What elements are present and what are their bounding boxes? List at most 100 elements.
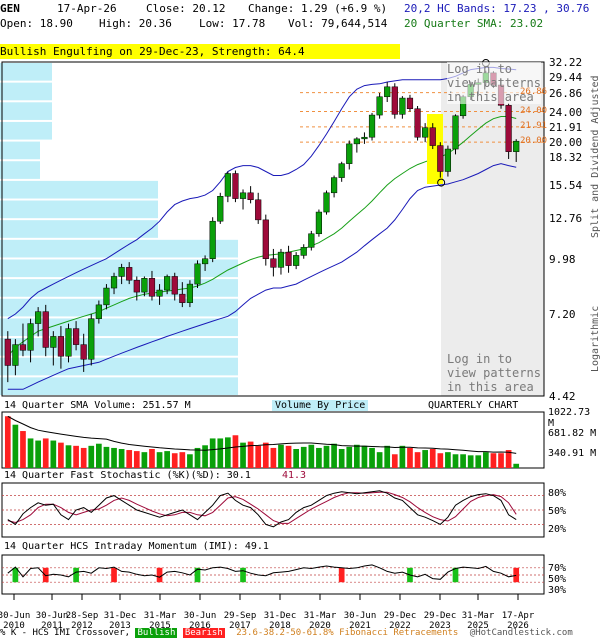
price-tick-label: 7.20 bbox=[549, 307, 576, 321]
candle-body bbox=[277, 251, 285, 268]
candle-body bbox=[406, 97, 414, 109]
volume-bar bbox=[73, 445, 79, 468]
candle-body bbox=[247, 192, 254, 201]
candle-body bbox=[126, 267, 133, 281]
candle-body bbox=[338, 163, 345, 178]
candle-body bbox=[95, 304, 102, 319]
imi-signal-bar bbox=[73, 567, 79, 583]
price-tick-label: 32.22 bbox=[549, 56, 583, 69]
candle-body bbox=[285, 251, 292, 266]
candle-body bbox=[399, 97, 406, 115]
volume-bar bbox=[384, 445, 391, 468]
candle-body bbox=[330, 177, 338, 194]
volume-bar bbox=[278, 444, 284, 468]
volume-axis-low: 340.91 M bbox=[548, 448, 597, 459]
volume-bar bbox=[300, 446, 307, 468]
header-date: 17-Apr-26 bbox=[57, 2, 117, 15]
candle-body bbox=[422, 127, 429, 138]
x-tick-label: 17-Apr 2026 bbox=[501, 611, 535, 631]
candle-body bbox=[57, 336, 65, 357]
candle-body bbox=[239, 192, 247, 199]
candle-body bbox=[414, 108, 421, 138]
candle-body bbox=[505, 105, 512, 152]
volume-bar bbox=[346, 446, 353, 468]
candle-body bbox=[353, 138, 360, 145]
header-low: Low: 17.78 bbox=[199, 17, 266, 30]
panel-border bbox=[1, 554, 545, 595]
stoch-d-line bbox=[7, 491, 517, 524]
volume-bar bbox=[429, 448, 436, 468]
candle-body bbox=[429, 127, 436, 146]
header-change: Change: 1.29 (+6.9 %) bbox=[248, 2, 388, 15]
imi-crossover-label: % K - HCS IMI Crossover, bbox=[0, 628, 131, 638]
copyright-label: @HotCandlestick.com bbox=[469, 628, 573, 638]
vbp-bar bbox=[0, 318, 238, 337]
candle-body bbox=[50, 336, 57, 348]
imi-panel-title: 14 Quarter HCS Intraday Momentum (IMI): … bbox=[4, 541, 269, 552]
candle-body bbox=[27, 323, 34, 351]
imi-signal-bar bbox=[42, 567, 49, 583]
volume-by-price-label: Volume By Price bbox=[272, 400, 369, 411]
fibonacci-lines bbox=[300, 92, 544, 143]
volume-bar bbox=[12, 424, 19, 468]
candle-body bbox=[270, 258, 277, 268]
candle-body bbox=[72, 328, 80, 345]
volume-bar bbox=[88, 445, 95, 468]
vbp-bar bbox=[0, 200, 158, 219]
volume-bar bbox=[285, 445, 292, 468]
vbp-bar bbox=[0, 220, 158, 238]
volume-bar bbox=[422, 450, 428, 468]
price-tick-label: 21.91 bbox=[549, 120, 583, 134]
volume-bar bbox=[369, 447, 375, 468]
volume-bar bbox=[407, 447, 413, 468]
volume-bar bbox=[27, 438, 34, 468]
x-axis-ticks bbox=[13, 594, 519, 600]
volume-bar bbox=[445, 452, 451, 468]
login-prompt-top[interactable]: Log in to view patterns in this area bbox=[447, 62, 541, 104]
imi-signal-bar bbox=[156, 567, 163, 583]
volume-bar bbox=[452, 454, 459, 468]
stoch-area bbox=[8, 491, 516, 527]
vbp-bar bbox=[0, 180, 158, 199]
volume-bar bbox=[232, 435, 239, 468]
upper-band-line bbox=[7, 66, 517, 320]
candle-body bbox=[224, 173, 231, 197]
vbp-bar bbox=[0, 239, 238, 258]
candle-body bbox=[437, 145, 444, 172]
candle-body bbox=[232, 173, 239, 199]
x-tick-label: 29-Dec 2022 bbox=[383, 611, 417, 631]
volume-bar bbox=[505, 450, 512, 468]
imi-signal-bar bbox=[513, 567, 520, 583]
candle-body bbox=[179, 293, 186, 303]
volume-axis-mid: 681.82 M bbox=[548, 428, 597, 439]
x-tick-label: 28-Sep 2012 bbox=[65, 611, 99, 631]
vbp-bar bbox=[0, 298, 238, 317]
candle-body bbox=[300, 247, 307, 256]
candle-body bbox=[194, 263, 201, 285]
candle-body bbox=[384, 86, 391, 98]
volume-by-price-bars bbox=[0, 63, 238, 395]
price-tick-label: 29.44 bbox=[549, 71, 583, 85]
imi-line bbox=[7, 564, 517, 580]
candle-body bbox=[133, 279, 140, 293]
imi-signal-bar bbox=[338, 567, 345, 583]
hc-bands-value: 20,2 HC Bands: 17.23 , 30.76 bbox=[404, 2, 590, 15]
volume-bar bbox=[50, 440, 57, 468]
volume-axis-top: 1022.73 M bbox=[548, 407, 591, 429]
volume-bar bbox=[240, 442, 246, 468]
login-prompt-bottom[interactable]: Log in to view patterns in this area bbox=[447, 352, 541, 394]
volume-bar bbox=[490, 453, 497, 468]
volume-bar bbox=[187, 454, 193, 468]
volume-bar bbox=[156, 452, 163, 468]
chart-legend: % K - HCS IMI Crossover, Bullish Bearish… bbox=[0, 628, 573, 638]
candle-body bbox=[315, 211, 323, 235]
volume-bar bbox=[308, 444, 315, 468]
volume-bar bbox=[58, 442, 64, 468]
imi-bars bbox=[2, 564, 544, 583]
volume-bar bbox=[118, 448, 125, 468]
fib-level-label: 24.00 bbox=[520, 105, 548, 116]
volume-bar bbox=[171, 453, 178, 468]
chart-type-label: QUARTERLY CHART bbox=[428, 400, 519, 411]
x-tick-label: 30-Jun 2011 bbox=[35, 611, 69, 631]
